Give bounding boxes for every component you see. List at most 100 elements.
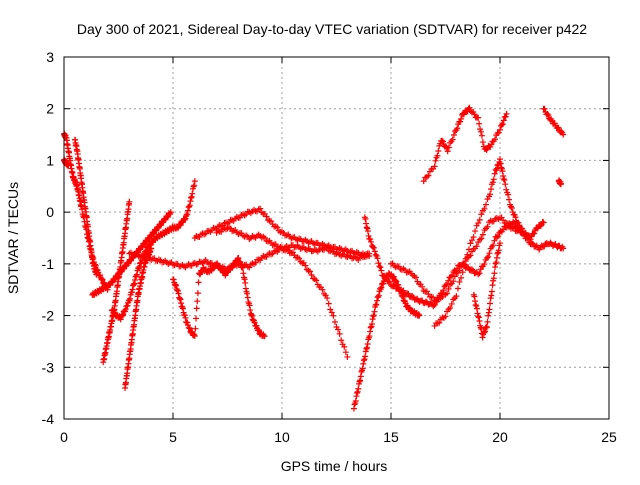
series-arc-10 bbox=[191, 205, 373, 260]
data-point bbox=[242, 285, 249, 292]
data-point bbox=[374, 255, 381, 262]
data-point bbox=[324, 295, 331, 302]
data-point bbox=[449, 272, 456, 279]
data-point bbox=[188, 194, 195, 201]
data-point bbox=[472, 301, 479, 308]
data-point bbox=[380, 280, 387, 287]
data-point bbox=[485, 312, 492, 319]
data-point bbox=[439, 137, 446, 144]
data-point bbox=[378, 284, 385, 291]
data-point bbox=[500, 176, 507, 183]
data-point bbox=[473, 305, 480, 312]
data-point bbox=[502, 113, 509, 120]
data-point bbox=[370, 313, 377, 320]
data-point bbox=[501, 177, 508, 184]
x-tick-label: 5 bbox=[169, 429, 177, 445]
data-point bbox=[488, 288, 495, 295]
data-point bbox=[244, 290, 251, 297]
data-point bbox=[544, 110, 551, 117]
data-point bbox=[361, 356, 368, 363]
data-point bbox=[508, 205, 515, 212]
data-point bbox=[475, 313, 482, 320]
data-point bbox=[381, 272, 388, 279]
data-point bbox=[190, 332, 197, 339]
data-point bbox=[183, 211, 190, 218]
data-point bbox=[482, 201, 489, 208]
x-axis-label: GPS time / hours bbox=[281, 458, 388, 474]
data-point bbox=[486, 250, 493, 257]
data-point bbox=[450, 278, 457, 285]
data-point bbox=[475, 271, 482, 278]
data-point bbox=[355, 385, 362, 392]
data-point bbox=[191, 333, 198, 340]
data-point bbox=[445, 144, 452, 151]
data-point bbox=[364, 341, 371, 348]
data-point bbox=[475, 114, 482, 121]
data-point bbox=[328, 309, 335, 316]
data-point bbox=[363, 224, 370, 231]
data-point bbox=[373, 297, 380, 304]
data-point bbox=[477, 266, 484, 273]
data-point bbox=[425, 172, 432, 179]
data-point bbox=[495, 233, 502, 240]
data-point bbox=[405, 290, 412, 297]
data-point bbox=[527, 236, 534, 243]
data-point bbox=[454, 285, 461, 292]
data-point bbox=[479, 334, 486, 341]
data-point bbox=[476, 120, 483, 127]
data-point bbox=[133, 271, 140, 278]
data-point bbox=[344, 353, 351, 360]
data-point bbox=[490, 242, 497, 249]
series-arc-9 bbox=[170, 254, 268, 340]
data-point bbox=[129, 286, 136, 293]
data-point bbox=[367, 236, 374, 243]
data-point bbox=[488, 141, 495, 148]
data-point bbox=[130, 281, 137, 288]
data-point bbox=[478, 326, 485, 333]
data-point bbox=[335, 326, 342, 333]
series-arc-14 bbox=[420, 104, 510, 185]
data-point bbox=[172, 281, 179, 288]
data-point bbox=[484, 318, 491, 325]
data-point bbox=[479, 139, 486, 146]
data-point bbox=[176, 295, 183, 302]
data-point bbox=[454, 125, 461, 132]
data-point bbox=[325, 300, 332, 307]
data-point bbox=[476, 270, 483, 277]
data-point bbox=[444, 148, 451, 155]
data-point bbox=[560, 131, 567, 138]
data-point bbox=[257, 205, 264, 212]
data-point bbox=[451, 273, 458, 280]
data-point bbox=[362, 353, 369, 360]
data-point bbox=[489, 282, 496, 289]
data-point bbox=[356, 378, 363, 385]
data-point bbox=[241, 276, 248, 283]
data-point bbox=[375, 293, 382, 300]
data-point bbox=[296, 255, 303, 262]
data-point bbox=[445, 285, 452, 292]
data-point bbox=[493, 254, 500, 261]
data-point bbox=[484, 223, 491, 230]
y-tick-label: -3 bbox=[42, 359, 55, 375]
data-point bbox=[195, 279, 202, 286]
data-point bbox=[493, 259, 500, 266]
data-point bbox=[360, 360, 367, 367]
data-point bbox=[191, 178, 198, 185]
data-point bbox=[170, 276, 177, 283]
data-point bbox=[186, 202, 193, 209]
data-point bbox=[188, 193, 195, 200]
data-point bbox=[492, 264, 499, 271]
data-point bbox=[373, 301, 380, 308]
data-point bbox=[497, 240, 503, 247]
data-point bbox=[261, 333, 268, 340]
data-point bbox=[472, 228, 479, 235]
data-point bbox=[119, 312, 126, 319]
y-tick-label: 1 bbox=[46, 152, 54, 168]
data-point bbox=[475, 314, 482, 321]
data-point bbox=[375, 260, 382, 267]
data-point bbox=[193, 315, 200, 322]
data-point bbox=[179, 305, 186, 312]
data-point bbox=[436, 319, 443, 326]
x-tick-label: 0 bbox=[60, 429, 68, 445]
